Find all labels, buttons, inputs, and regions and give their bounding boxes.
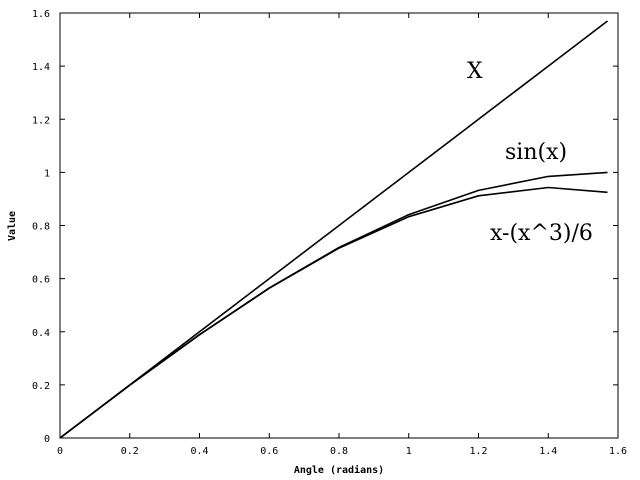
y-tick-label: 0.8 [32,222,50,233]
x-axis-title: Angle (radians) [294,464,384,476]
x-axis-ticks: 0 0.2 0.4 0.6 0.8 1 1.2 1.4 1.6 [57,13,627,457]
y-axis-ticks: 0 0.2 0.4 0.6 0.8 1 1.2 1.4 1.6 [32,9,618,445]
x-tick-label: 1 [406,446,412,457]
y-tick-label: 1.6 [32,9,50,20]
y-tick-label: 0 [44,434,50,445]
x-tick-label: 1.2 [469,446,487,457]
x-tick-label: 0.6 [260,446,278,457]
y-tick-label: 1 [44,168,50,179]
curve-label-sin: sin(x) [505,140,567,165]
series-line-sin [59,171,608,439]
curve-label-x: X [467,59,483,84]
x-tick-label: 1.4 [539,446,557,457]
y-tick-label: 1.4 [32,62,50,73]
y-tick-label: 1.2 [32,115,50,126]
x-tick-label: 1.6 [609,446,627,457]
y-tick-label: 0.6 [32,275,50,286]
series-line-x [59,20,608,439]
x-tick-label: 0.8 [330,446,348,457]
curve-label-taylor: x-(x^3)/6 [490,221,593,246]
y-axis-title: Value [7,211,18,241]
x-tick-label: 0.4 [190,446,208,457]
x-tick-label: 0.2 [121,446,139,457]
y-tick-label: 0.2 [32,381,50,392]
y-tick-label: 0.4 [32,328,50,339]
x-tick-label: 0 [57,446,63,457]
series-line-taylor [59,186,608,439]
series-lines [59,20,608,439]
